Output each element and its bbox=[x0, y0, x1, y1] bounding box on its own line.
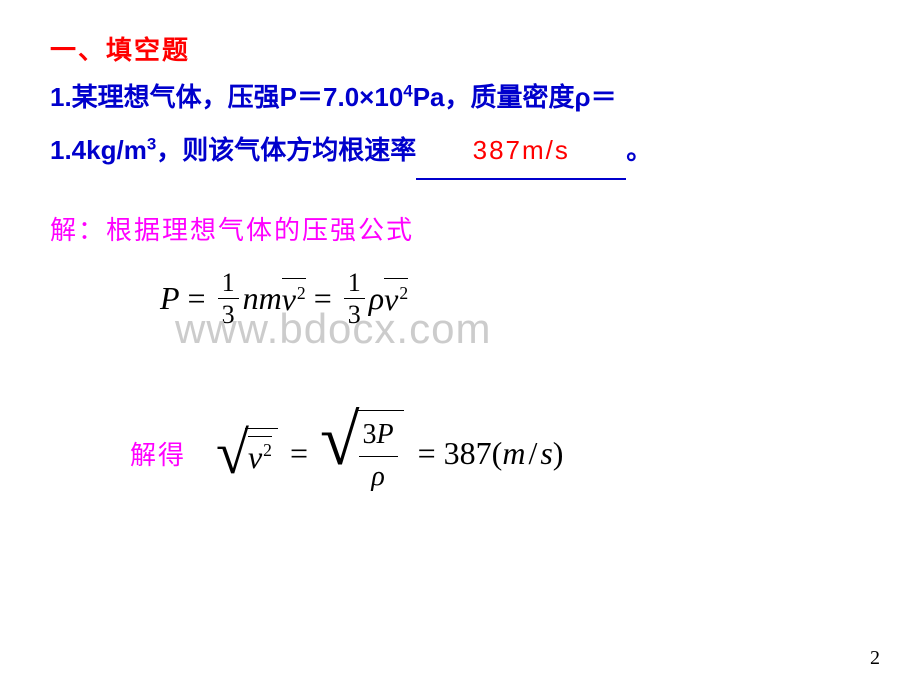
q2-sup: 3 bbox=[147, 135, 156, 154]
q1-prefix: 1.某理想气体，压强P＝7.0 bbox=[50, 82, 359, 112]
var-v-a: v bbox=[282, 281, 296, 317]
q2-prefix: 1.4kg/m bbox=[50, 135, 147, 165]
unit-close: ) bbox=[553, 435, 564, 471]
frac-num-1b: 1 bbox=[344, 267, 365, 298]
sqrt-sign-2: √ bbox=[320, 410, 360, 497]
result-value: = 387(m/s) bbox=[418, 435, 564, 472]
unit-s: s bbox=[540, 435, 552, 471]
result-label: 解得 bbox=[130, 435, 186, 472]
var-v-b: v bbox=[384, 281, 398, 317]
sqrt-content-2: 3P ρ bbox=[356, 410, 404, 497]
result-formula: √ v2 = √ 3P ρ = 387(m bbox=[216, 410, 563, 497]
unit-m: m bbox=[502, 435, 525, 471]
q1-unit: Pa，质量密度ρ＝ bbox=[413, 82, 617, 112]
page-number: 2 bbox=[870, 647, 880, 670]
exp-2-a: 2 bbox=[297, 283, 306, 303]
equals-3: = bbox=[290, 435, 308, 472]
overbar-v2-b: v2 bbox=[384, 278, 408, 318]
result-row: 解得 √ v2 = √ 3P ρ bbox=[130, 410, 870, 497]
result-num: = 387( bbox=[418, 435, 503, 471]
q1-mult: × bbox=[359, 82, 374, 112]
overbar-v2-c: v2 bbox=[248, 436, 272, 476]
answer-text: 387m/s bbox=[473, 135, 570, 165]
sqrt-right: √ 3P ρ bbox=[320, 410, 404, 497]
exp-2-c: 2 bbox=[263, 440, 272, 460]
q2-end: 。 bbox=[626, 135, 652, 165]
answer-blank: 387m/s bbox=[416, 126, 626, 179]
frac-3p-rho: 3P ρ bbox=[359, 415, 398, 497]
overbar-v2-a: v2 bbox=[282, 278, 306, 318]
slide-content: 一、填空题 1.某理想气体，压强P＝7.0×104Pa，质量密度ρ＝ 1.4kg… bbox=[0, 0, 920, 527]
watermark-text: www.bdocx.com bbox=[175, 305, 491, 353]
frac-num-1a: 1 bbox=[218, 267, 239, 298]
question-line-1: 1.某理想气体，压强P＝7.0×104Pa，质量密度ρ＝ bbox=[50, 73, 870, 122]
num-3: 3 bbox=[363, 419, 377, 450]
solution-label: 解：根据理想气体的压强公式 bbox=[50, 210, 870, 247]
sqrt-content-1: v2 bbox=[245, 428, 278, 479]
unit-slash: / bbox=[528, 435, 537, 471]
num-p: P bbox=[377, 419, 394, 450]
q1-exp-sup: 4 bbox=[403, 81, 412, 100]
var-v-c: v bbox=[248, 439, 262, 475]
q2-mid: ，则该气体方均根速率 bbox=[156, 135, 416, 165]
frac-den-rho: ρ bbox=[367, 457, 388, 497]
sqrt-left: √ v2 bbox=[216, 428, 278, 479]
exp-2-b: 2 bbox=[399, 283, 408, 303]
frac-num-3p: 3P bbox=[359, 415, 398, 455]
q1-exp-base: 10 bbox=[374, 82, 403, 112]
section-title: 一、填空题 bbox=[50, 30, 870, 67]
question-line-2: 1.4kg/m3，则该气体方均根速率 387m/s 。 bbox=[50, 126, 870, 179]
